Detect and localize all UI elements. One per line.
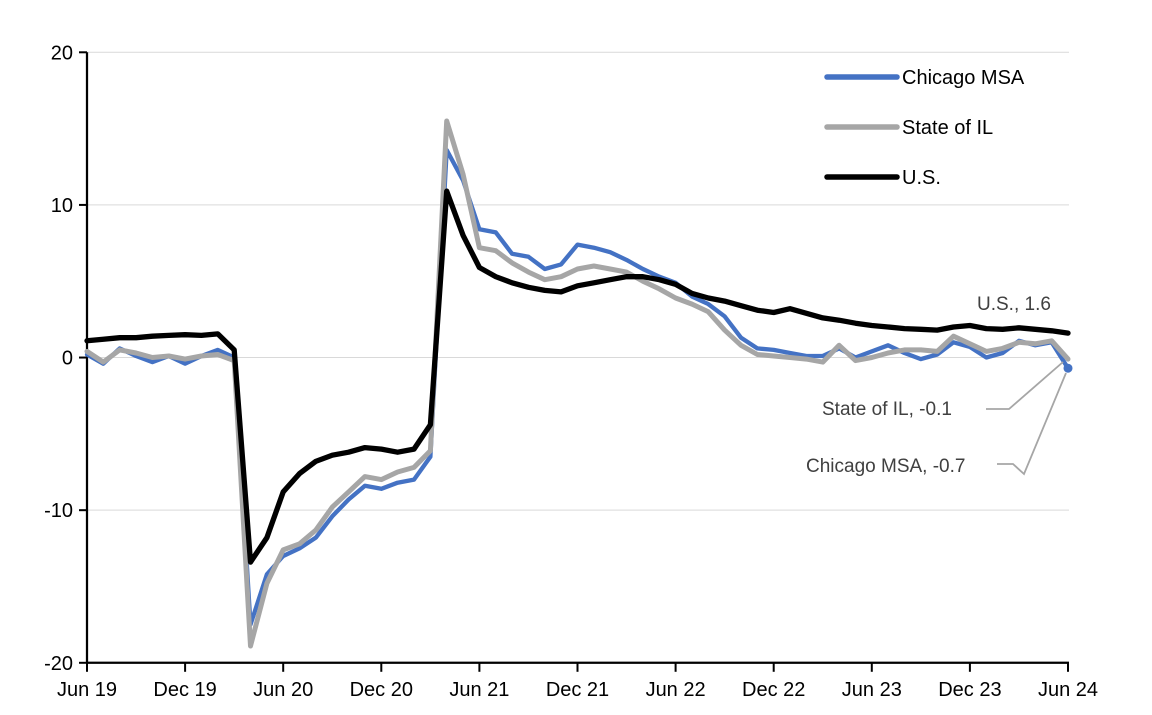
x-tick-label-dec-23: Dec 23 [938, 679, 1001, 701]
legend: Chicago MSA State of IL U.S. [824, 67, 1025, 189]
endpoint-marker-chicago-msa [1063, 363, 1073, 373]
annotation-state-of-il: State of IL, -0.1 [822, 399, 952, 420]
x-tick-label-jun-24: Jun 24 [1038, 679, 1098, 701]
annotation-us: U.S., 1.6 [977, 294, 1051, 315]
x-tick-label-dec-21: Dec 21 [546, 679, 609, 701]
leader-line-chicago-msa [997, 372, 1067, 476]
annotation-chicago-msa: Chicago MSA, -0.7 [806, 456, 965, 477]
x-tick-label-dec-22: Dec 22 [742, 679, 805, 701]
x-tick-label-jun-23: Jun 23 [842, 679, 902, 701]
series-line-u-s- [84, 188, 1071, 565]
leader-line-state-of-il [986, 361, 1064, 410]
y-tick-label--10: -10 [44, 500, 73, 522]
x-tick-label-jun-21: Jun 21 [449, 679, 509, 701]
y-tick-label--20: -20 [44, 653, 73, 675]
x-tick-label-jun-22: Jun 22 [646, 679, 706, 701]
legend-label-state-of-il: State of IL [902, 117, 993, 139]
legend-label-chicago-msa: Chicago MSA [902, 67, 1025, 89]
x-tick-label-dec-19: Dec 19 [153, 679, 216, 701]
y-tick-label-10: 10 [51, 195, 73, 217]
annotations: U.S., 1.6 State of IL, -0.1 Chicago MSA,… [806, 294, 1073, 477]
y-tick-label-20: 20 [51, 42, 73, 64]
series-line-state-of-il [84, 118, 1071, 649]
x-tick-label-jun-20: Jun 20 [253, 679, 313, 701]
gridlines [87, 51, 1069, 511]
axes: 20 10 0 -10 -20 Jun 19 Dec 19 Jun 20 Dec 20 Jun 2… [44, 42, 1098, 701]
x-tick-label-dec-20: Dec 20 [350, 679, 413, 701]
legend-label-us: U.S. [902, 167, 941, 189]
series-lines [84, 118, 1071, 649]
y-tick-label-0: 0 [62, 348, 73, 370]
x-tick-label-jun-19: Jun 19 [57, 679, 117, 701]
